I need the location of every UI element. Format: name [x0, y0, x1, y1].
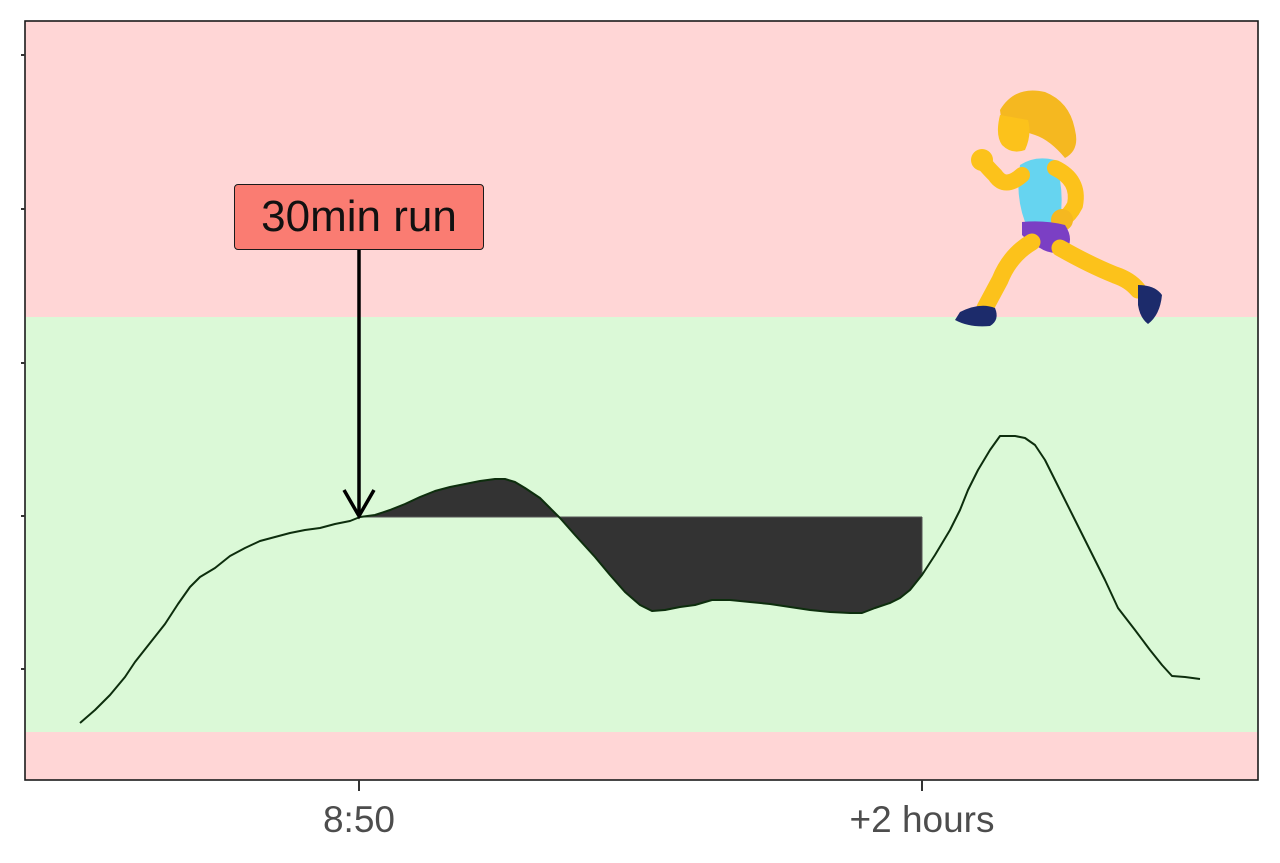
plot-frame: [24, 20, 1259, 781]
woman-running-icon: [955, 90, 1162, 327]
x-tick-label-end: +2 hours: [849, 799, 994, 840]
y-axis-ticks: [21, 54, 25, 670]
annotation-text: 30min run: [261, 192, 457, 241]
x-axis-ticks: [358, 780, 923, 791]
glucose-line: [79, 435, 1201, 724]
band-low: [25, 732, 1258, 780]
annotation-arrow-head: [342, 489, 376, 520]
x-tick-label-start: 8:50: [323, 799, 395, 840]
annotation-label: 30min run: [234, 184, 484, 250]
deviation-area: [360, 479, 922, 613]
